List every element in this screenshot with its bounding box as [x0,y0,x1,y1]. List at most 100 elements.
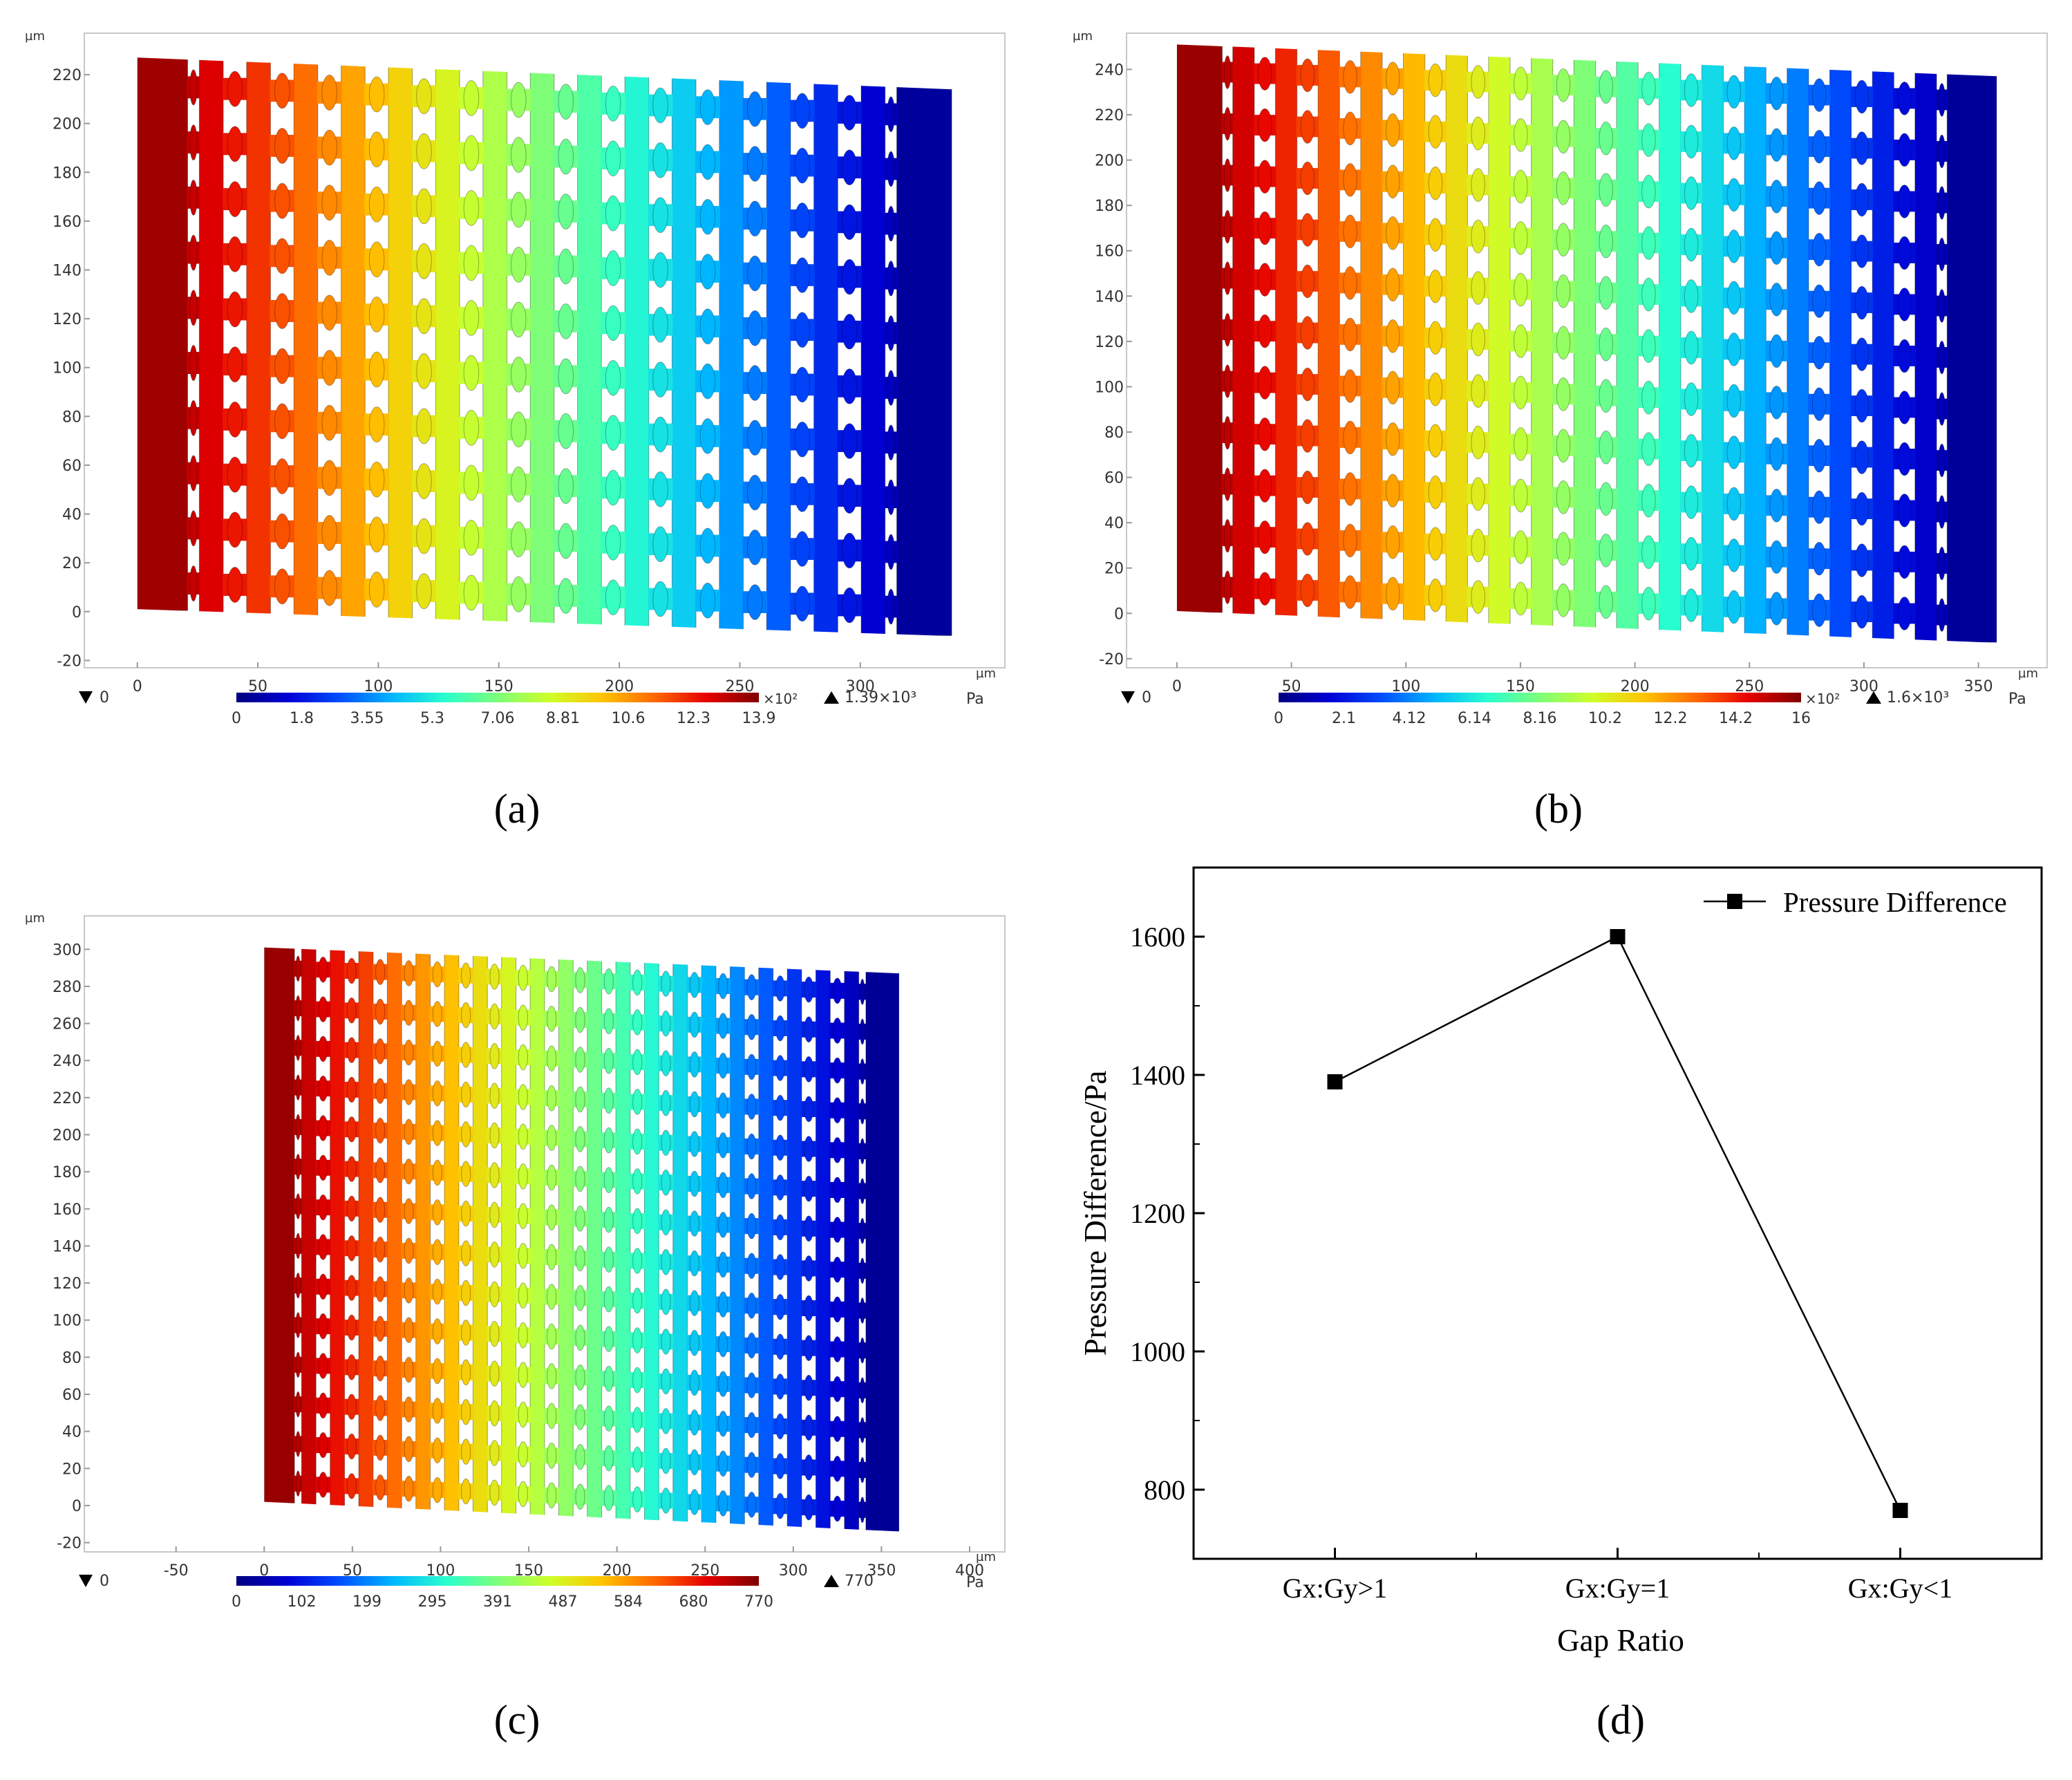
panel-c-pillar [844,969,860,1531]
panel-c-y-tick-label: 140 [53,1238,82,1255]
panel-c-bulb [432,1239,442,1266]
panel-c-bulb [775,1094,785,1121]
panel-a-max-marker-icon [824,691,839,704]
panel-c-bulb [718,1251,728,1278]
panel-a-x-tick-label: 150 [484,678,514,695]
panel-c-bulb [575,1006,585,1033]
panel-a-bulb [747,584,763,620]
panel-c-bulb [832,1017,842,1044]
panel-a-x-unit: µm [976,666,996,681]
panel-b-bulb [1257,263,1272,297]
panel-a-pillar [137,57,189,611]
panel-d-y-axis: 800 1000 1200 1400 1600 [1130,867,1205,1559]
panel-b-bulb [1769,540,1784,574]
panel-a-colorbar-tick-label: 7.06 [481,710,515,727]
panel-b-max-value: 1.6×10³ [1887,689,1949,706]
panel-c-bulb [375,959,386,985]
panel-c-bulb [859,1018,865,1045]
panel-c-bulb [775,1254,785,1281]
panel-c-y-tick-label: 300 [53,941,82,959]
panel-b-bulb [1223,261,1232,295]
panel-a-bulb [416,463,432,500]
panel-c-bulb [804,976,814,1003]
panel-c-bulb [832,1136,842,1163]
panel-b-bulb [1343,214,1357,249]
panel-a-bulb [605,250,621,286]
panel-b-bulb [1223,312,1232,347]
panel-a-bulb [321,239,338,276]
panel-c-colorbar-tick-label: 680 [679,1593,708,1611]
panel-a-y-tick-label: 20 [62,555,82,572]
panel-a-y-tick-label: 140 [53,262,82,279]
panel-c-y-tick-label: 160 [53,1201,82,1219]
panel-a-pillar [813,82,838,634]
panel-b-bulb [1471,168,1485,202]
panel-c-bulb [295,1233,301,1259]
panel-b-bulb [1343,575,1357,609]
panel-b-bulb [1769,179,1784,214]
panel-c-bulb [318,1154,328,1181]
panel-b-bulb [1471,528,1485,563]
panel-c-bulb [661,1130,671,1156]
panel-b-bulb [1769,128,1784,162]
panel-b-y-tick-label: 40 [1104,515,1124,532]
panel-b-y-tick-label: 100 [1095,379,1124,396]
panel-c-y-tick-label: 180 [53,1164,82,1181]
panel-a-bulb [605,359,621,396]
panel-c-bulb [489,1083,500,1109]
panel-c-bulb [318,1273,328,1300]
panel-c-bulb [432,1477,442,1503]
panel-c-bulb [603,1365,614,1392]
panel-b-bulb [1938,392,1946,426]
panel-c-bulb [689,1488,699,1515]
panel-b-bulb [1300,470,1315,505]
panel-b-bulb [1599,482,1613,516]
panel-c-bulb [346,1076,357,1103]
panel-b-bulb [1599,585,1613,619]
panel-c-bulb [859,1416,865,1443]
panel-b-bulb [1514,581,1528,616]
panel-c-bulb [489,1162,500,1188]
panel-c-y-unit: µm [25,911,45,926]
panel-a-y-tick-label: 160 [53,214,82,231]
panel-b-colorbar-tick-label: 10.2 [1588,710,1622,727]
panel-c-bulb [461,1240,471,1266]
panel-a-pillar [896,85,952,636]
panel-a-bulb [368,461,385,498]
panel-c-bulb [489,1201,500,1228]
panel-b-bulb [1300,213,1315,247]
panel-a-pillar [246,59,271,615]
panel-c-bulb [432,1278,442,1305]
panel-c-bulb [318,1432,328,1459]
panel-c-bulb [661,1050,671,1077]
panel-c-y-tick-label: 80 [62,1349,82,1367]
panel-c-bulb [432,961,442,988]
panel-d-y-tick-label: 1600 [1130,921,1185,953]
panel-c-bulb [661,1448,671,1474]
panel-c-bulb [575,1126,585,1152]
panel-b-bulb [1556,377,1571,411]
panel-c-y-tick-label: 280 [53,979,82,996]
panel-c-bulb [547,1045,557,1072]
panel-c-bulb [318,1115,328,1141]
panel-a-pillar-array [137,57,952,636]
panel-a-y-tick-label: 200 [53,116,82,133]
panel-a-bulb [511,191,527,228]
panel-c-bulb [547,1284,557,1310]
panel-b-bulb [1897,442,1912,476]
panel-d-x-axis: Gx:Gy>1 Gx:Gy=1 Gx:Gy<1 [1283,1548,1952,1604]
panel-c-bulb [461,1121,471,1147]
panel-c-bulb [346,1353,357,1380]
panel-b-bulb [1897,494,1912,527]
panel-b-bulb [1556,583,1571,617]
panel-a-bulb [189,400,198,436]
panel-c-bulb [603,1326,614,1353]
panel-c-bulb [575,1205,585,1232]
panel-a-bulb [321,460,338,496]
panel-c-bulb [689,1449,699,1476]
panel-a-bulb [368,241,385,278]
panel-b-bulb [1471,580,1485,614]
panel-b-pillar [1744,64,1767,635]
panel-b-bulb [1300,58,1315,93]
panel-c-bulb [404,1079,414,1105]
